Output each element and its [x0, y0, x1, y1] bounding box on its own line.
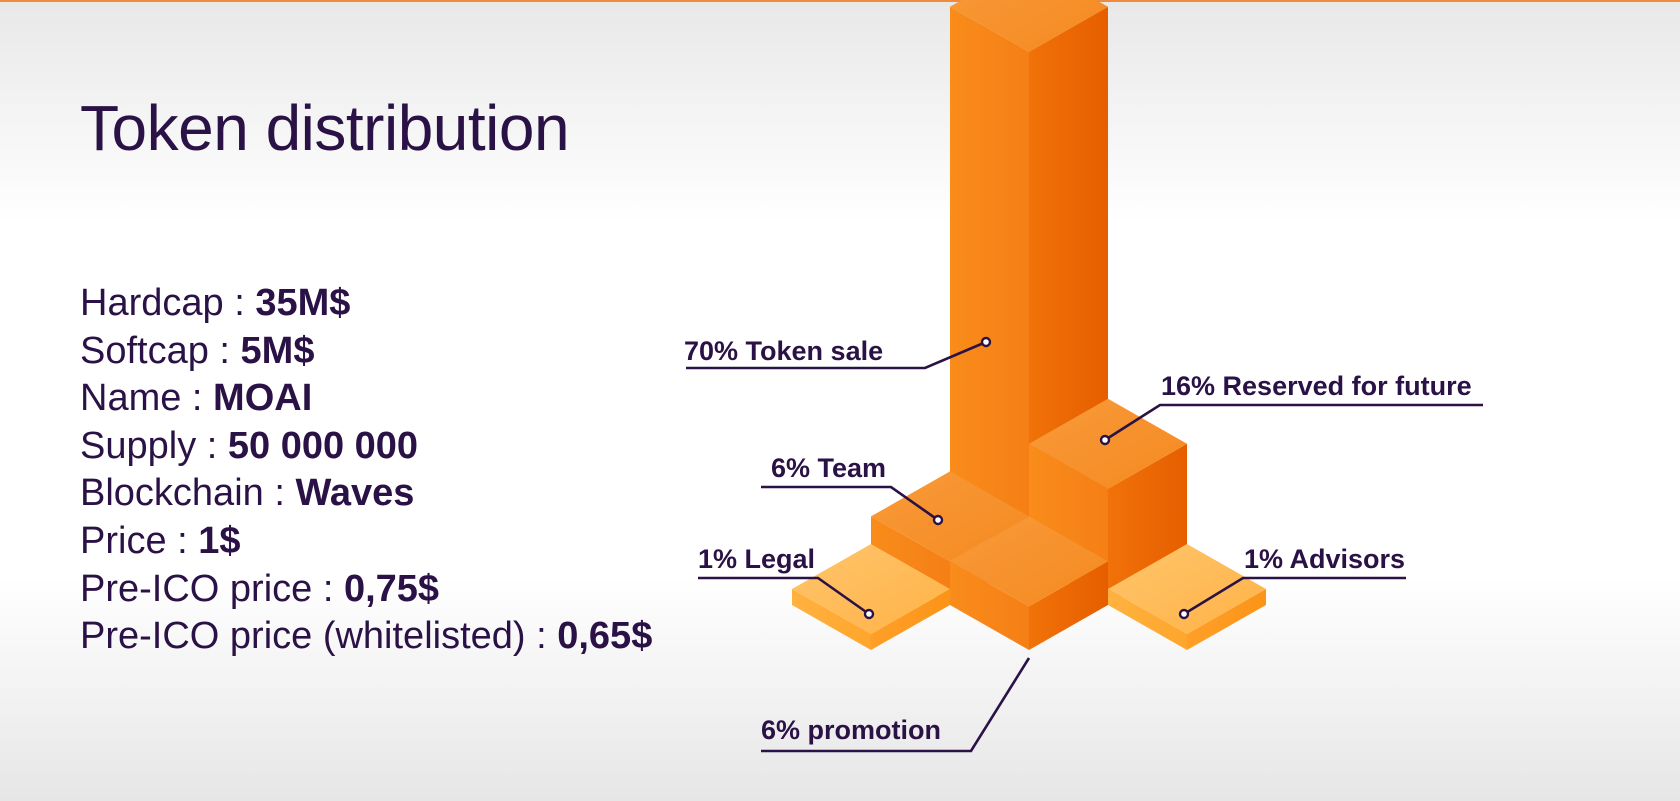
top-accent-line — [0, 0, 1680, 2]
spec-value: 0,65$ — [557, 615, 653, 658]
spec-label: Supply : — [80, 424, 228, 467]
leader-dot — [1178, 608, 1190, 620]
spec-label: Softcap : — [80, 329, 241, 372]
bar-top-face — [950, 516, 1108, 607]
spec-value: 0,75$ — [343, 567, 440, 610]
spec-row: Pre-ICO price : 0,75$ — [80, 566, 652, 614]
bar-top-face — [1108, 544, 1266, 634]
spec-label: Name : — [80, 377, 214, 420]
spec-row: Softcap : 5M$ — [80, 328, 652, 376]
leader-line — [1183, 576, 1406, 616]
spec-value: Waves — [295, 472, 415, 515]
leader-dot — [980, 336, 992, 348]
data-label: 70% Token sale — [684, 336, 883, 366]
bar-advisors — [1108, 544, 1266, 650]
leader-line — [761, 657, 1031, 753]
spec-label: Pre-ICO price (whitelisted) : — [80, 615, 558, 658]
bar-right-face — [871, 589, 950, 650]
spec-row: Hardcap : 35M$ — [80, 280, 652, 328]
spec-row: Pre-ICO price (whitelisted) : 0,65$ — [80, 613, 652, 661]
bar-top-face — [792, 544, 950, 634]
data-label: 6% Team — [771, 453, 886, 483]
leader-line — [761, 485, 939, 522]
bar-promotion — [950, 516, 1108, 650]
data-label: 6% promotion — [761, 715, 941, 745]
spec-row: Name : MOAI — [80, 375, 652, 423]
bar-top-face — [950, 0, 1108, 52]
bar-left-face — [1108, 589, 1187, 650]
bar-left-face — [950, 561, 1029, 650]
data-label: 16% Reserved for future — [1161, 371, 1472, 401]
bar-left-face — [792, 589, 871, 650]
spec-row: Price : 1$ — [80, 518, 652, 566]
leader-line — [686, 340, 987, 370]
leader-line — [698, 576, 870, 616]
spec-row: Supply : 50 000 000 — [80, 423, 652, 471]
bar-right-face — [1029, 561, 1108, 650]
spec-value: 1$ — [198, 519, 241, 562]
spec-value: 50 000 000 — [227, 424, 419, 467]
leader-dot — [863, 608, 875, 620]
spec-row: Blockchain : Waves — [80, 470, 652, 518]
spec-label: Blockchain : — [80, 472, 296, 515]
bar-right-face — [1187, 589, 1266, 650]
spec-label: Pre-ICO price : — [80, 567, 344, 610]
data-label: 1% Advisors — [1244, 544, 1405, 574]
spec-value: 5M$ — [240, 329, 315, 372]
chart-bars — [792, 0, 1266, 650]
page-title: Token distribution — [80, 92, 570, 164]
token-specs-list: Hardcap : 35M$ Softcap : 5M$ Name : MOAI Su… — [80, 280, 652, 661]
spec-label: Hardcap : — [80, 282, 256, 324]
chart-data-labels: 70% Token sale 16% Reserved for future 6% … — [684, 336, 1472, 745]
leader-dot — [932, 514, 944, 526]
leader-line — [1104, 403, 1483, 442]
bar-left-face — [950, 6, 1029, 561]
data-label: 1% Legal — [698, 544, 815, 574]
spec-label: Price : — [80, 519, 199, 562]
spec-value: MOAI — [213, 377, 313, 420]
spec-value: 35M$ — [255, 282, 351, 324]
chart-leader-lines — [686, 336, 1483, 753]
leader-dot — [1099, 434, 1111, 446]
bar-legal — [792, 544, 950, 650]
